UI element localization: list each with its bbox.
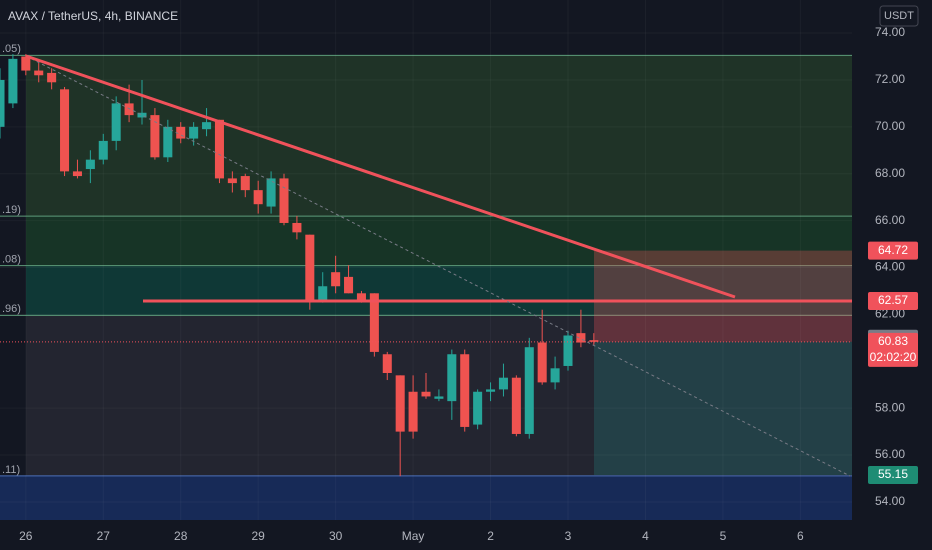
drawings: [25, 54, 851, 477]
price-label: 60.83: [878, 334, 908, 348]
candle-body: [447, 354, 457, 402]
candle-body: [318, 286, 328, 301]
y-tick-label: 66.00: [875, 213, 905, 227]
candle-body: [356, 293, 366, 301]
fib-zone: [26, 216, 852, 266]
y-tick-label: 68.00: [875, 166, 905, 180]
y-tick-label: 64.00: [875, 260, 905, 274]
y-tick-label: 74.00: [875, 25, 905, 39]
candle-body: [124, 103, 134, 116]
candle-body: [305, 234, 315, 301]
candle-body: [563, 335, 573, 366]
candle-body: [253, 190, 263, 205]
countdown: 02:02:20: [870, 350, 917, 364]
fib-label: .11): [2, 464, 20, 476]
candle-body: [266, 178, 276, 207]
y-tick-label: 54.00: [875, 494, 905, 508]
candle-body: [550, 368, 560, 383]
candle-body: [111, 103, 121, 141]
target-zone: [594, 341, 852, 475]
x-tick-label: 28: [174, 529, 188, 543]
candle-body: [344, 276, 354, 294]
candle-body: [369, 293, 379, 352]
currency: USDT: [884, 10, 914, 22]
fib-label: .05): [2, 43, 21, 55]
fib-label: .08): [2, 254, 21, 266]
candle-body: [60, 89, 70, 172]
price-label-box: [868, 241, 918, 260]
y-tick-label: 70.00: [875, 119, 905, 133]
candle-body: [331, 272, 341, 287]
x-tick-label: 26: [19, 529, 33, 543]
candle-body: [460, 354, 470, 427]
price-label-box: [868, 292, 918, 311]
candle-body: [227, 178, 237, 184]
candle-body: [382, 354, 392, 374]
candle-body: [72, 171, 82, 177]
candle-body: [137, 112, 147, 118]
candle-body: [189, 126, 199, 139]
candle-body: [279, 178, 289, 223]
x-tick-label: 2: [487, 529, 494, 543]
candle-body: [150, 115, 160, 158]
dashed-line: [25, 55, 851, 477]
fib-label: .96): [2, 303, 21, 315]
candle-body: [537, 342, 547, 383]
price-label: 62.57: [878, 293, 908, 307]
candle-body: [589, 340, 599, 342]
fib-label: .19): [2, 204, 21, 216]
candle-body: [34, 70, 44, 76]
candle-body: [163, 126, 173, 158]
x-tick-label: 30: [329, 529, 343, 543]
candle-body: [511, 377, 521, 434]
candle-body: [98, 140, 108, 160]
grid: [0, 0, 852, 520]
candle-body: [202, 122, 212, 130]
candle-body: [21, 56, 31, 71]
candle-body: [214, 119, 224, 179]
y-tick-label: 58.00: [875, 400, 905, 414]
candle-body: [176, 126, 186, 139]
candle-body: [486, 389, 496, 392]
candle-body: [498, 377, 508, 390]
candle-body: [408, 391, 418, 432]
fib-zone: [0, 475, 852, 520]
candle-body: [473, 391, 483, 425]
candle-body: [421, 391, 431, 397]
axes: 74.00 72.00 70.00 68.00 66.00 64.00 62.00 58.00…: [19, 25, 918, 543]
x-tick-label: 3: [565, 529, 572, 543]
candle-body: [434, 396, 444, 399]
candle-body: [8, 58, 18, 104]
x-tick-label: 29: [252, 529, 266, 543]
candle-body: [576, 333, 586, 343]
candle-body: [0, 79, 5, 127]
candle-body: [524, 347, 534, 434]
y-tick-label: 62.00: [875, 307, 905, 321]
y-tick-label: 72.00: [875, 72, 905, 86]
chart-title: AVAX / TetherUS, 4h, BINANCE: [8, 9, 178, 23]
candle-body: [240, 176, 250, 191]
candles: [0, 54, 852, 477]
y-tick-label: 56.00: [875, 447, 905, 461]
candle-body: [395, 375, 405, 432]
currency-box[interactable]: [879, 5, 919, 27]
price-label-box: [868, 465, 918, 484]
candle-body: [85, 159, 95, 170]
x-tick-label: 6: [797, 529, 804, 543]
x-tick-label: May: [402, 529, 425, 543]
candle-body: [47, 72, 57, 83]
x-tick-label: 5: [720, 529, 727, 543]
x-tick-label: 27: [97, 529, 111, 543]
price-label: 64.72: [878, 243, 908, 257]
x-tick-label: 4: [642, 529, 649, 543]
price-label-box: [868, 332, 918, 367]
trend-line: [25, 54, 736, 299]
price-label: 55.15: [878, 467, 908, 481]
stop-zone: [594, 250, 852, 342]
candle-body: [292, 222, 302, 233]
